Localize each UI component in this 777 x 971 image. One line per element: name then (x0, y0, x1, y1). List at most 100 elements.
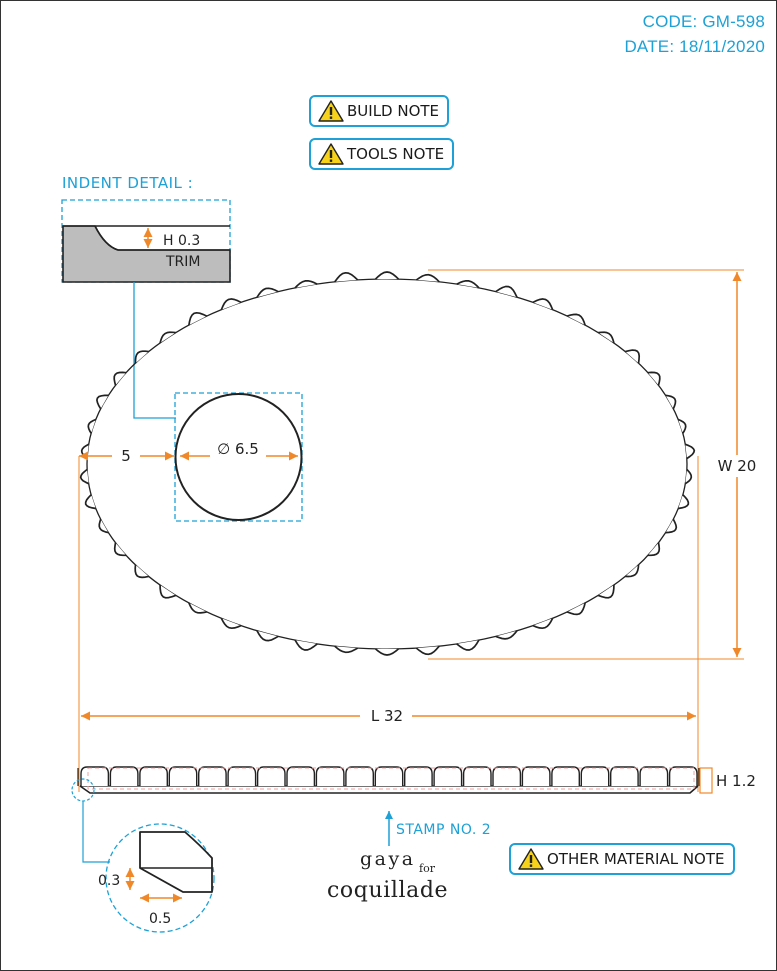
indent-detail: H 0.3 TRIM (61, 199, 231, 419)
side-scallop (286, 766, 316, 786)
brand-gaya: gaya (360, 848, 416, 870)
edge-scallop (647, 371, 661, 386)
edge-scallop (113, 371, 127, 386)
edge-scallop (598, 584, 615, 599)
indent-detail-title: INDENT DETAIL : (62, 174, 194, 192)
side-scallop (374, 766, 404, 786)
side-scallop (610, 766, 639, 786)
edge-scallop (647, 542, 661, 557)
hole: ∅ 6.5 (174, 392, 303, 522)
edge-scallop (625, 349, 641, 364)
width-dimension: W 20 (428, 269, 762, 660)
side-scallop (168, 766, 198, 786)
side-scallop (345, 766, 374, 786)
edge-scallop (532, 617, 554, 630)
edge-scallop (567, 313, 586, 326)
edge-scallop (677, 418, 687, 434)
other-material-note-button[interactable]: OTHER MATERIAL NOTE (509, 843, 735, 875)
edge-scallop (456, 279, 480, 289)
edge-scallop (334, 271, 359, 283)
edge-scallop (159, 331, 176, 344)
edge-scallop (566, 602, 586, 616)
edge-scallop (220, 617, 242, 630)
side-view: H 1.2 (77, 766, 756, 794)
date-text: DATE: 18/11/2020 (624, 37, 765, 56)
indent-height-label: H 0.3 (163, 233, 200, 249)
side-scallop (668, 766, 698, 786)
side-scallop (433, 766, 463, 786)
stamp-label: STAMP NO. 2 (396, 822, 492, 838)
brand-for: for (419, 862, 435, 875)
edge-scallop (495, 285, 518, 298)
side-scallop (492, 766, 522, 786)
edge-scallop (684, 468, 693, 485)
side-scallop (315, 766, 345, 786)
edge-scallop (256, 287, 279, 298)
side-scallop (227, 766, 257, 786)
edge-scallop (684, 443, 696, 460)
edge-scallop (96, 394, 109, 410)
side-scallop (404, 766, 433, 786)
edge-scallop (134, 350, 149, 364)
code-text: CODE: GM-598 (642, 12, 765, 31)
build-note-label: BUILD NOTE (347, 102, 440, 120)
edge-scallop (188, 602, 207, 614)
bevel-detail: 0.3 0.5 (71, 778, 215, 933)
indent-trim-label: TRIM (165, 254, 201, 270)
brand-coquillade: coquillade (327, 878, 449, 903)
edge-offset-dimension: 5 (79, 446, 174, 465)
side-scallop (551, 766, 580, 786)
edge-scallop (665, 394, 677, 410)
length-dimension: L 32 (78, 456, 699, 792)
edge-scallop (84, 494, 96, 510)
edge-scallop (456, 639, 480, 651)
edge-scallop (495, 630, 518, 640)
edge-scallop (294, 279, 318, 289)
top-view-oval (79, 271, 696, 656)
edge-scallop (87, 418, 97, 434)
bevel-width-label: 0.5 (149, 911, 171, 927)
edge-scallop (625, 564, 640, 578)
side-scallop (256, 766, 286, 786)
edge-scallop (532, 298, 554, 311)
side-scallop (462, 766, 492, 786)
edge-scallop (665, 518, 678, 534)
warning-icon (318, 143, 344, 165)
edge-scallop (334, 645, 359, 654)
edge-scallop (134, 564, 149, 579)
hole-diameter-label: ∅ 6.5 (217, 440, 259, 458)
edge-scallop (188, 311, 208, 326)
side-scallop (639, 766, 669, 786)
edge-scallop (79, 468, 90, 485)
edge-scallop (294, 639, 318, 651)
bevel-height-label: 0.3 (98, 873, 120, 889)
edge-scallop (415, 645, 440, 656)
edge-scallop (598, 331, 615, 344)
side-scallop (521, 766, 551, 786)
edge-scallop (159, 584, 176, 599)
side-scallop (198, 766, 227, 786)
length-label: L 32 (371, 707, 403, 725)
tools-note-label: TOOLS NOTE (347, 145, 445, 163)
warning-icon (318, 100, 344, 122)
edge-scallop (374, 648, 400, 656)
side-scallop (580, 766, 610, 786)
tools-note-button[interactable]: TOOLS NOTE (309, 138, 455, 170)
side-scallop (139, 766, 168, 786)
other-material-note-label: OTHER MATERIAL NOTE (547, 850, 725, 868)
edge-scallop (98, 518, 109, 534)
edge-scallop (374, 271, 400, 280)
height-label: H 1.2 (716, 772, 756, 790)
build-note-button[interactable]: BUILD NOTE (309, 95, 450, 127)
edge-scallop (415, 273, 440, 283)
edge-scallop (256, 630, 279, 642)
edge-scallop (678, 494, 690, 510)
edge-scallop (220, 298, 242, 311)
edge-scallop (113, 542, 127, 557)
side-scallop (80, 766, 110, 786)
side-scallop (109, 766, 139, 786)
width-label: W 20 (718, 457, 757, 475)
edge-offset-label: 5 (121, 447, 131, 465)
warning-icon (518, 848, 544, 870)
